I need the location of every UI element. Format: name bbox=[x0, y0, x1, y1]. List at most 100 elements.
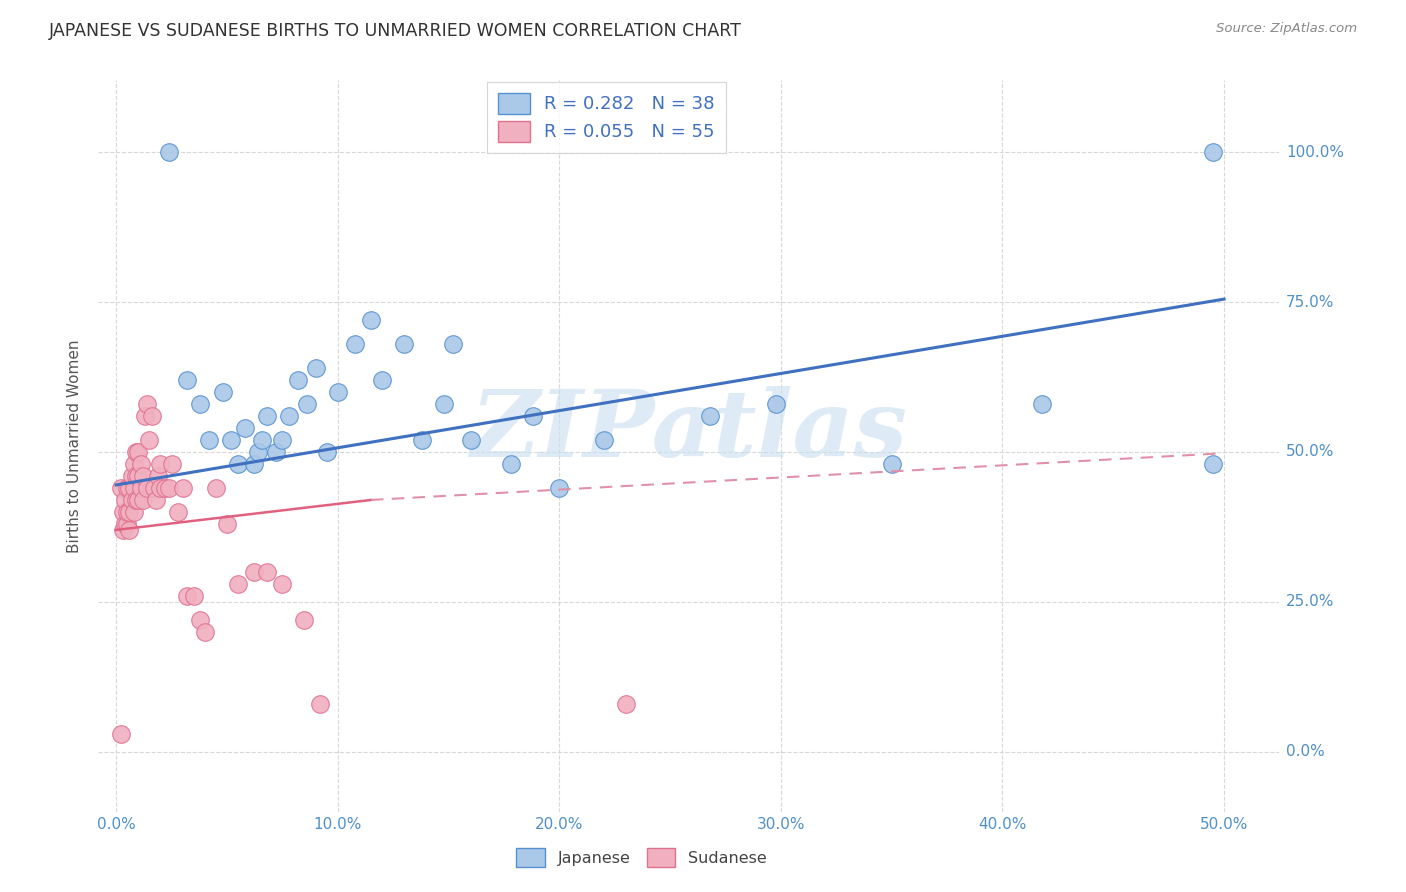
Point bbox=[125, 469, 148, 483]
Point bbox=[122, 481, 145, 495]
Point bbox=[121, 492, 143, 507]
Point bbox=[592, 433, 614, 447]
Point bbox=[205, 481, 228, 495]
Point bbox=[127, 469, 149, 483]
Legend: Japanese, Sudanese: Japanese, Sudanese bbox=[510, 842, 773, 873]
Point bbox=[148, 469, 170, 483]
Point bbox=[614, 697, 637, 711]
Point bbox=[118, 505, 141, 519]
Point bbox=[1202, 145, 1225, 160]
Point bbox=[271, 577, 294, 591]
Point bbox=[242, 457, 264, 471]
Point bbox=[176, 373, 198, 387]
Point bbox=[127, 445, 149, 459]
Point bbox=[295, 397, 318, 411]
Text: 50.0%: 50.0% bbox=[1286, 444, 1334, 459]
Text: 75.0%: 75.0% bbox=[1286, 294, 1334, 310]
Point bbox=[160, 457, 183, 471]
Point bbox=[211, 385, 233, 400]
Point bbox=[122, 457, 145, 471]
Point bbox=[441, 337, 464, 351]
Point bbox=[198, 433, 221, 447]
Text: 25.0%: 25.0% bbox=[1286, 594, 1334, 609]
Point bbox=[118, 481, 141, 495]
Point bbox=[136, 397, 159, 411]
Point bbox=[176, 589, 198, 603]
Point bbox=[136, 481, 159, 495]
Point bbox=[157, 145, 180, 160]
Point bbox=[309, 697, 332, 711]
Point bbox=[111, 505, 134, 519]
Point bbox=[188, 397, 211, 411]
Point bbox=[115, 516, 138, 531]
Point bbox=[242, 565, 264, 579]
Point bbox=[344, 337, 367, 351]
Point bbox=[304, 361, 326, 376]
Text: ZIPatlas: ZIPatlas bbox=[471, 386, 907, 476]
Point bbox=[115, 505, 138, 519]
Point bbox=[246, 445, 269, 459]
Point bbox=[172, 481, 194, 495]
Point bbox=[118, 523, 141, 537]
Point bbox=[194, 624, 217, 639]
Point bbox=[149, 481, 172, 495]
Point bbox=[110, 481, 132, 495]
Point bbox=[142, 481, 165, 495]
Text: Source: ZipAtlas.com: Source: ZipAtlas.com bbox=[1216, 22, 1357, 36]
Point bbox=[153, 481, 176, 495]
Point bbox=[125, 445, 148, 459]
Point bbox=[132, 492, 155, 507]
Point bbox=[122, 505, 145, 519]
Point bbox=[114, 516, 136, 531]
Point bbox=[460, 433, 482, 447]
Point bbox=[765, 397, 787, 411]
Point bbox=[121, 469, 143, 483]
Point bbox=[411, 433, 433, 447]
Point bbox=[522, 409, 544, 423]
Text: 0.0%: 0.0% bbox=[1286, 744, 1324, 759]
Point bbox=[287, 373, 309, 387]
Point bbox=[149, 457, 172, 471]
Point bbox=[392, 337, 415, 351]
Point bbox=[226, 457, 249, 471]
Point bbox=[138, 433, 160, 447]
Point bbox=[548, 481, 571, 495]
Point bbox=[115, 481, 138, 495]
Point bbox=[188, 613, 211, 627]
Point bbox=[371, 373, 394, 387]
Point bbox=[499, 457, 522, 471]
Point bbox=[1202, 457, 1225, 471]
Point bbox=[699, 409, 721, 423]
Point bbox=[134, 409, 156, 423]
Point bbox=[278, 409, 301, 423]
Point bbox=[141, 409, 163, 423]
Point bbox=[167, 505, 190, 519]
Point bbox=[110, 727, 132, 741]
Point bbox=[129, 457, 152, 471]
Point bbox=[271, 433, 294, 447]
Point bbox=[326, 385, 349, 400]
Point bbox=[880, 457, 903, 471]
Point bbox=[256, 409, 278, 423]
Point bbox=[233, 421, 256, 435]
Point bbox=[315, 445, 337, 459]
Point bbox=[226, 577, 249, 591]
Point bbox=[433, 397, 456, 411]
Text: JAPANESE VS SUDANESE BIRTHS TO UNMARRIED WOMEN CORRELATION CHART: JAPANESE VS SUDANESE BIRTHS TO UNMARRIED… bbox=[49, 22, 742, 40]
Text: 100.0%: 100.0% bbox=[1286, 145, 1344, 160]
Point bbox=[215, 516, 238, 531]
Point bbox=[127, 492, 149, 507]
Point bbox=[132, 469, 155, 483]
Point bbox=[256, 565, 278, 579]
Point bbox=[125, 492, 148, 507]
Point bbox=[157, 481, 180, 495]
Y-axis label: Births to Unmarried Women: Births to Unmarried Women bbox=[67, 339, 83, 553]
Point bbox=[221, 433, 243, 447]
Point bbox=[111, 523, 134, 537]
Point bbox=[183, 589, 205, 603]
Point bbox=[360, 313, 382, 327]
Point bbox=[145, 492, 167, 507]
Point bbox=[264, 445, 287, 459]
Point bbox=[1031, 397, 1053, 411]
Point bbox=[294, 613, 316, 627]
